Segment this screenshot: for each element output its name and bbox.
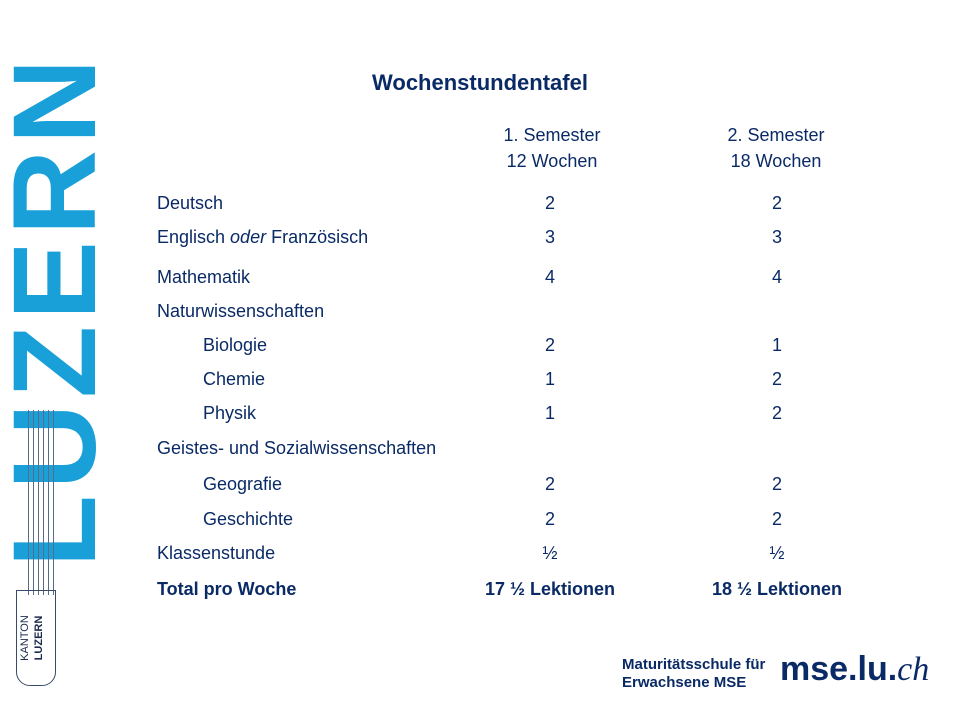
- table-row: Geschichte 2 2: [0, 504, 960, 534]
- table-row-group-heading: Naturwissenschaften: [0, 296, 960, 326]
- value-semester-2: 2: [771, 474, 782, 494]
- row-label-part: Französisch: [266, 227, 369, 247]
- row-label: Chemie: [203, 369, 266, 389]
- stamp-bottom: LUZERN: [33, 615, 45, 661]
- table-row: Chemie 1 2: [0, 364, 960, 394]
- school-name-line: Erwachsene MSE: [622, 674, 747, 691]
- value-semester-1: 1: [544, 403, 555, 423]
- value-semester-1: 4: [544, 267, 555, 287]
- value-semester-2: 18 ½ Lektionen: [711, 579, 843, 599]
- value-semester-2: 3: [771, 227, 782, 247]
- school-name: Maturitätsschule für Erwachsene MSE: [622, 656, 765, 692]
- table-row: Physik 1 2: [0, 398, 960, 428]
- website-domain: mse.lu.: [780, 650, 898, 688]
- row-label: Deutsch: [157, 193, 224, 213]
- column-header-semester-1: 1. Semester 12 Wochen: [452, 122, 652, 174]
- table-row-total: Total pro Woche 17 ½ Lektionen 18 ½ Lekt…: [0, 574, 960, 604]
- stamp-top: KANTON: [19, 615, 31, 661]
- kanton-luzern-stamp: KANTON LUZERN: [16, 590, 56, 686]
- value-semester-1: ½: [542, 543, 558, 563]
- value-semester-1: 3: [544, 227, 555, 247]
- value-semester-2: 2: [771, 403, 782, 423]
- page-title: Wochenstundentafel: [372, 70, 588, 95]
- value-semester-1: 2: [544, 474, 555, 494]
- row-label: Mathematik: [157, 267, 251, 287]
- column-header-line: 18 Wochen: [730, 151, 822, 171]
- value-semester-2: 2: [771, 509, 782, 529]
- value-semester-1: 17 ½ Lektionen: [484, 579, 616, 599]
- table-row-group-heading: Geistes- und Sozialwissenschaften: [0, 433, 960, 463]
- row-label: Geografie: [203, 474, 283, 494]
- value-semester-2: 4: [771, 267, 782, 287]
- value-semester-1: 2: [544, 193, 555, 213]
- value-semester-2: 2: [771, 193, 782, 213]
- value-semester-2: 2: [771, 369, 782, 389]
- row-label: Geschichte: [203, 509, 294, 529]
- canton-logo: LUZERN KANTON LUZERN: [0, 0, 121, 720]
- row-label: Englisch oder Französisch: [157, 222, 368, 252]
- row-label: Klassenstunde: [157, 543, 276, 563]
- row-label-part: Englisch: [157, 227, 231, 247]
- table-row: Biologie 2 1: [0, 330, 960, 360]
- row-label: Biologie: [203, 335, 268, 355]
- school-name-line: Maturitätsschule für: [622, 656, 766, 673]
- table-row: Mathematik 4 4: [0, 262, 960, 292]
- row-label-emphasis: oder: [230, 227, 267, 247]
- table-row: Klassenstunde ½ ½: [0, 538, 960, 568]
- column-header-semester-2: 2. Semester 18 Wochen: [676, 122, 876, 174]
- table-row: Deutsch 2 2: [0, 188, 960, 218]
- website-logo: mse.lu.ch: [780, 650, 929, 689]
- column-header-line: 1. Semester: [503, 125, 601, 145]
- row-label: Naturwissenschaften: [157, 301, 325, 321]
- column-header-line: 12 Wochen: [506, 151, 598, 171]
- value-semester-1: 2: [544, 509, 555, 529]
- table-row: Geografie 2 2: [0, 469, 960, 499]
- row-label: Total pro Woche: [157, 579, 297, 599]
- value-semester-1: 2: [544, 335, 555, 355]
- row-label: Geistes- und Sozialwissenschaften: [157, 438, 437, 458]
- logo-lines: [24, 410, 56, 595]
- value-semester-2: ½: [769, 543, 785, 563]
- website-tld: ch: [897, 651, 930, 688]
- value-semester-2: 1: [771, 335, 782, 355]
- table-row: Englisch oder Französisch 3 3: [0, 222, 960, 252]
- column-header-line: 2. Semester: [727, 125, 825, 145]
- row-label: Physik: [203, 403, 257, 423]
- value-semester-1: 1: [544, 369, 555, 389]
